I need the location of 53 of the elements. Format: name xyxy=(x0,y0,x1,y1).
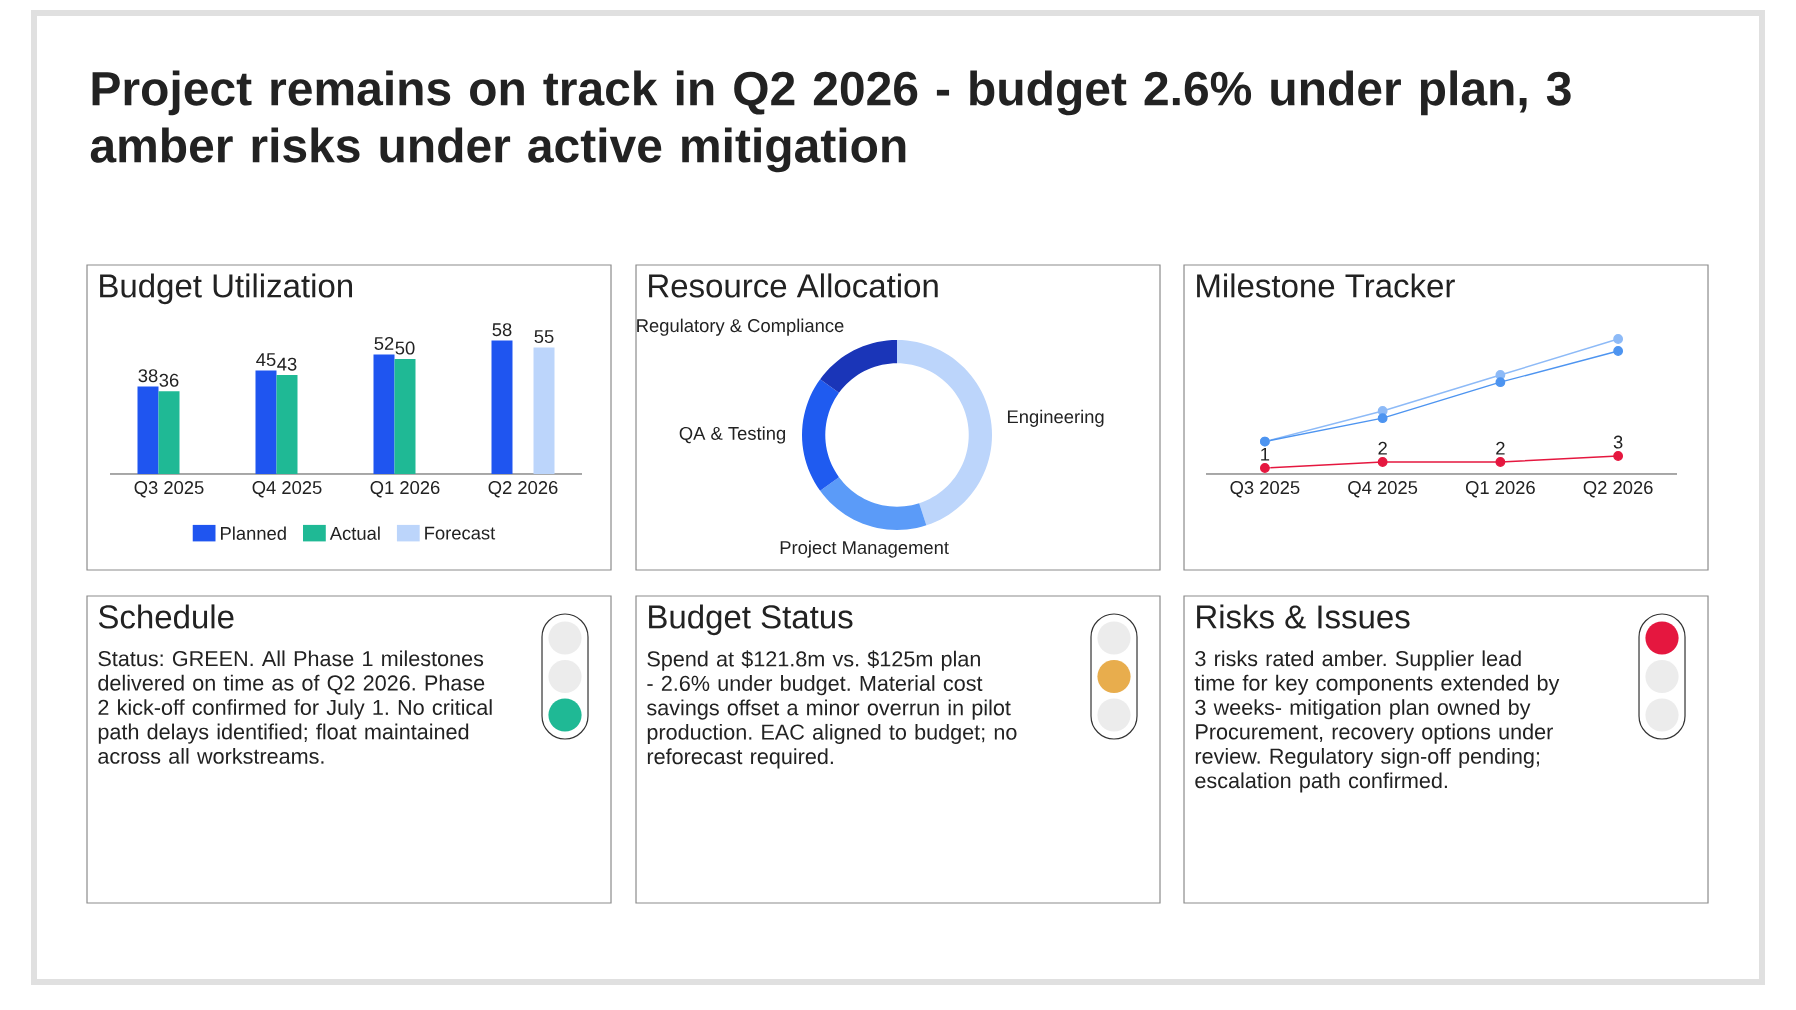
legend-label: Forecast xyxy=(425,526,496,540)
text: Status: GREEN. All Phase 1 milestones delivered on time as of Q2 2026. Phase 2 kick-off confirmed for July 1. No critical path delays identified; float maintained across all workstreams. xyxy=(98,650,492,764)
text: Spend at $121.8m vs. $125m plan - 2.6% under budget. Material cost savings offset a minor overrun in pilot production. EAC aligned to budget; no reforecast required. xyxy=(647,650,1017,769)
chart-title: Milestone Tracker xyxy=(1197,273,1455,298)
data-label: 45 xyxy=(256,353,276,367)
point xyxy=(1377,413,1388,424)
slice-label: QA & Testing xyxy=(679,426,786,444)
data-label: 50 xyxy=(395,341,415,355)
point xyxy=(1377,457,1388,467)
slice-label: Regulatory & Compliance xyxy=(637,318,844,336)
text: Project remains on track in Q2 2026 - budget 2.6% under plan, 3 amber risks under active mitigation xyxy=(90,70,1571,173)
point xyxy=(1613,451,1624,461)
point xyxy=(1495,377,1506,388)
chart-title: Budget Utilization xyxy=(100,273,353,305)
x-tick-label: Q2 2026 xyxy=(1583,481,1653,498)
data-label: 58 xyxy=(492,323,512,337)
x-tick-label: Q1 2026 xyxy=(1465,481,1535,498)
data-label: 3 xyxy=(1613,435,1623,449)
data-label: 2 xyxy=(1378,441,1387,455)
x-tick-label: Q4 2025 xyxy=(252,481,322,498)
bar xyxy=(137,386,159,474)
data-label: 1 xyxy=(1261,447,1270,461)
point xyxy=(1613,334,1624,344)
bar xyxy=(491,340,513,474)
slice-label: Engineering xyxy=(1007,409,1104,427)
bar xyxy=(394,358,416,474)
bar xyxy=(373,354,395,474)
legend-label: Planned xyxy=(221,526,286,540)
bar xyxy=(158,391,180,474)
slice-label: Project Management xyxy=(780,540,949,558)
data-label: 55 xyxy=(534,330,554,344)
x-tick-label: Q4 2025 xyxy=(1348,481,1418,498)
point xyxy=(1495,457,1506,467)
x-tick-label: Q3 2025 xyxy=(1230,481,1300,498)
data-label: 38 xyxy=(138,369,158,383)
bar xyxy=(533,347,555,474)
text: Risks & Issues xyxy=(1197,604,1410,629)
bar xyxy=(276,375,298,474)
bar xyxy=(255,370,277,474)
point xyxy=(1613,346,1624,356)
chart-title: Resource Allocation xyxy=(649,273,938,298)
x-tick-label: Q3 2025 xyxy=(134,481,204,498)
data-label: 52 xyxy=(374,336,394,350)
legend-label: Actual xyxy=(329,526,380,540)
point xyxy=(1259,463,1270,473)
text: Schedule xyxy=(98,604,234,629)
data-label: 2 xyxy=(1496,441,1505,455)
x-tick-label: Q2 2026 xyxy=(488,481,558,498)
data-label: 36 xyxy=(159,373,179,387)
text: 3 risks rated amber. Supplier lead time for key components extended by 3 weeks- mitigation plan owned by Procurement, recovery options under review. Regulatory sign-off pending; escalation path confirmed. xyxy=(1194,650,1560,793)
text: Budget Status xyxy=(649,604,853,636)
x-tick-label: Q1 2026 xyxy=(370,481,440,498)
data-label: 43 xyxy=(277,357,297,371)
